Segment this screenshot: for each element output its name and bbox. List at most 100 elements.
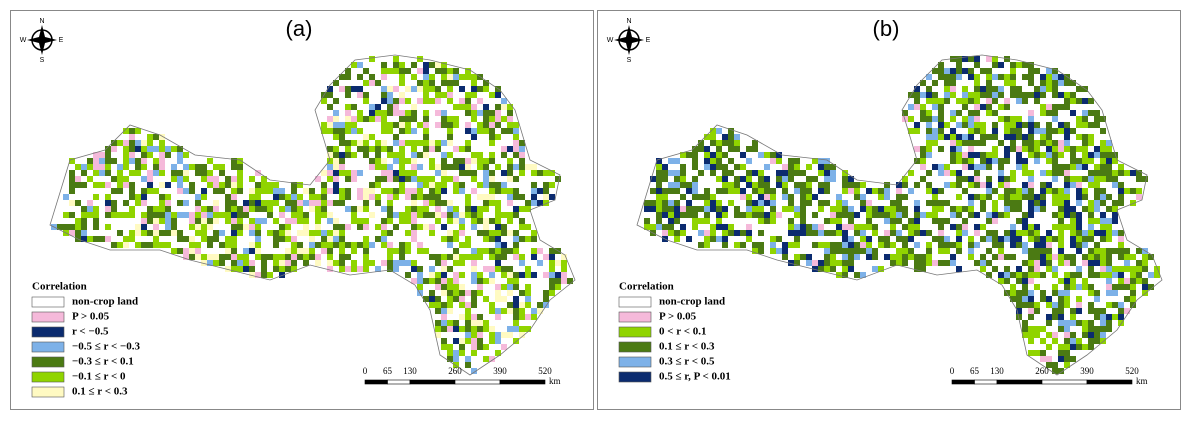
crop-cell <box>812 260 818 266</box>
crop-cell <box>255 272 261 278</box>
crop-cell <box>926 128 932 134</box>
crop-cell <box>920 260 926 266</box>
crop-cell <box>1076 320 1082 326</box>
crop-cell <box>201 230 207 236</box>
crop-cell <box>986 68 992 74</box>
crop-cell <box>974 182 980 188</box>
crop-cell <box>674 236 680 242</box>
crop-cell <box>968 164 974 170</box>
crop-cell <box>483 224 489 230</box>
crop-cell <box>525 200 531 206</box>
crop-cell <box>177 212 183 218</box>
crop-cell <box>980 200 986 206</box>
crop-cell <box>369 212 375 218</box>
crop-cell <box>87 236 93 242</box>
crop-cell <box>998 242 1004 248</box>
crop-cell <box>207 236 213 242</box>
crop-cell <box>447 296 453 302</box>
crop-cell <box>1040 242 1046 248</box>
crop-cell <box>812 224 818 230</box>
crop-cell <box>1064 344 1070 350</box>
scale-label: 65 <box>970 366 980 376</box>
crop-cell <box>860 194 866 200</box>
crop-cell <box>1064 122 1070 128</box>
crop-cell <box>938 122 944 128</box>
crop-cell <box>465 110 471 116</box>
crop-cell <box>345 110 351 116</box>
crop-cell <box>716 212 722 218</box>
crop-cell <box>327 188 333 194</box>
legend-label: P > 0.05 <box>659 311 697 323</box>
crop-cell <box>686 206 692 212</box>
crop-cell <box>501 98 507 104</box>
crop-cell <box>788 230 794 236</box>
crop-cell <box>57 224 63 230</box>
crop-cell <box>453 116 459 122</box>
crop-cell <box>1130 302 1136 308</box>
crop-cell <box>171 212 177 218</box>
crop-cell <box>932 98 938 104</box>
crop-cell <box>1094 110 1100 116</box>
crop-cell <box>387 164 393 170</box>
crop-cell <box>1040 206 1046 212</box>
crop-cell <box>752 140 758 146</box>
crop-cell <box>351 248 357 254</box>
crop-cell <box>267 254 273 260</box>
crop-cell <box>1058 164 1064 170</box>
crop-cell <box>465 338 471 344</box>
crop-cell <box>495 236 501 242</box>
crop-cell <box>453 206 459 212</box>
crop-cell <box>519 218 525 224</box>
crop-cell <box>321 194 327 200</box>
crop-cell <box>471 188 477 194</box>
crop-cell <box>441 68 447 74</box>
crop-cell <box>129 212 135 218</box>
crop-cell <box>345 128 351 134</box>
crop-cell <box>309 242 315 248</box>
crop-cell <box>1088 260 1094 266</box>
crop-cell <box>369 80 375 86</box>
crop-cell <box>327 242 333 248</box>
crop-cell <box>1124 170 1130 176</box>
crop-cell <box>471 260 477 266</box>
crop-cell <box>393 68 399 74</box>
crop-cell <box>201 224 207 230</box>
crop-cell <box>357 266 363 272</box>
crop-cell <box>1022 242 1028 248</box>
crop-cell <box>501 152 507 158</box>
crop-cell <box>201 194 207 200</box>
crop-cell <box>1088 212 1094 218</box>
crop-cell <box>776 182 782 188</box>
crop-cell <box>279 272 285 278</box>
crop-cell <box>806 194 812 200</box>
crop-cell <box>1076 230 1082 236</box>
crop-cell <box>471 290 477 296</box>
crop-cell <box>447 116 453 122</box>
compass: NSW E <box>607 18 651 64</box>
crop-cell <box>345 224 351 230</box>
crop-cell <box>381 86 387 92</box>
crop-cell <box>1064 362 1070 368</box>
crop-cell <box>435 254 441 260</box>
crop-cell <box>1052 272 1058 278</box>
crop-cell <box>357 242 363 248</box>
scale-segment <box>387 379 411 385</box>
crop-cell <box>1088 98 1094 104</box>
crop-cell <box>1046 314 1052 320</box>
crop-cell <box>1034 326 1040 332</box>
legend-swatch <box>618 341 652 353</box>
crop-cell <box>321 188 327 194</box>
crop-cell <box>225 266 231 272</box>
crop-cell <box>81 218 87 224</box>
crop-cell <box>1016 200 1022 206</box>
crop-cell <box>1070 164 1076 170</box>
crop-cell <box>830 260 836 266</box>
crop-cell <box>429 98 435 104</box>
crop-cell <box>878 266 884 272</box>
crop-cell <box>231 194 237 200</box>
crop-cell <box>339 164 345 170</box>
crop-cell <box>644 218 650 224</box>
crop-cell <box>417 224 423 230</box>
crop-cell <box>782 188 788 194</box>
